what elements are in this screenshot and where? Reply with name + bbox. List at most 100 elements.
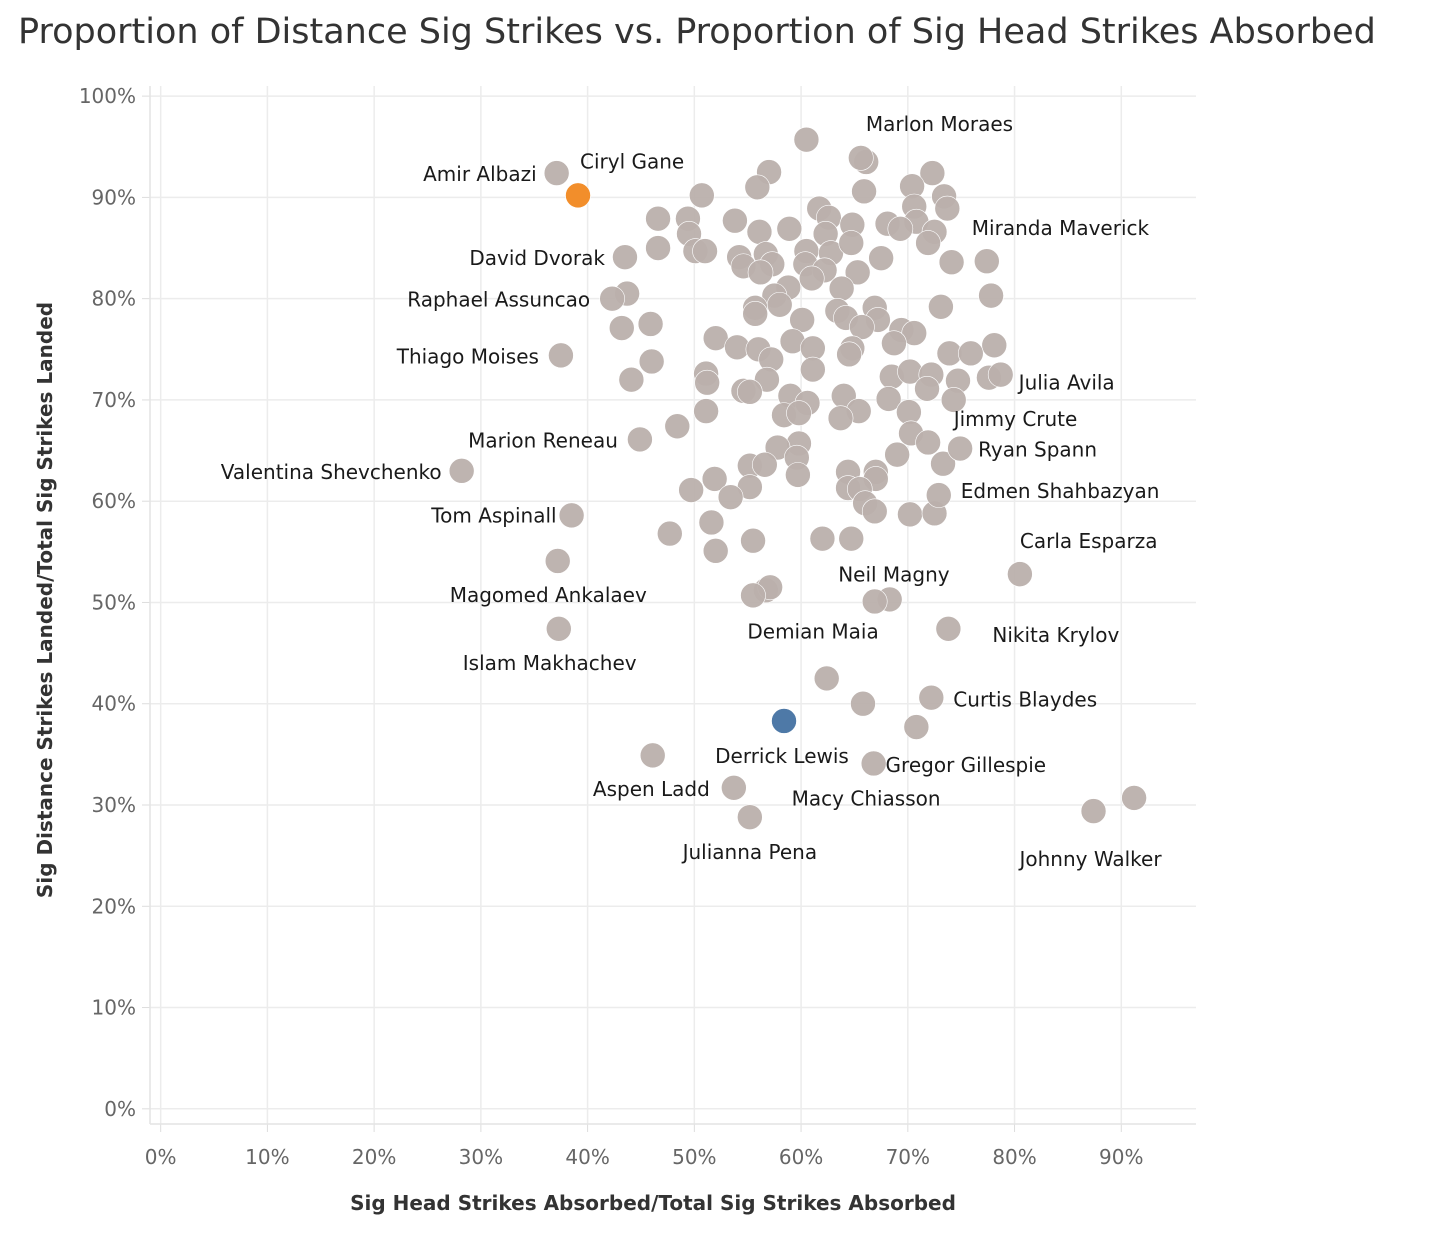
y-tick-label: 60%: [92, 489, 136, 513]
data-point: [827, 405, 854, 431]
x-tick-label: 50%: [672, 1145, 716, 1169]
x-tick-label: 30%: [459, 1145, 503, 1169]
y-tick-label: 70%: [92, 388, 136, 412]
highlighted-data-point: [771, 708, 797, 734]
data-point: [747, 259, 774, 286]
x-tick-label: 90%: [1099, 1145, 1143, 1169]
data-point: [981, 332, 1008, 359]
point-label: David Dvorak: [469, 246, 605, 270]
point-label: Nikita Krylov: [992, 623, 1119, 647]
data-point: [742, 301, 768, 327]
data-point: [849, 314, 875, 340]
point-label: Ryan Spann: [978, 438, 1097, 462]
point-layer: [448, 126, 1147, 830]
data-point: [656, 520, 683, 547]
data-point: [543, 160, 570, 186]
data-point: [809, 525, 836, 552]
data-point: [1080, 798, 1107, 824]
data-point: [836, 341, 862, 368]
data-point: [947, 435, 973, 462]
data-point: [664, 413, 691, 440]
x-axis-title: Sig Head Strikes Absorbed/Total Sig Stri…: [350, 1191, 956, 1215]
y-axis-title: Sig Distance Strikes Landed/Total Sig St…: [33, 302, 57, 898]
data-point: [722, 207, 748, 234]
highlighted-data-point: [565, 182, 591, 209]
data-point: [868, 245, 894, 271]
y-tick-label: 40%: [92, 692, 136, 716]
point-label: Macy Chiasson: [792, 786, 941, 810]
data-point: [928, 293, 954, 320]
data-point: [1121, 785, 1147, 811]
data-point: [627, 426, 653, 453]
x-tick-label: 40%: [565, 1145, 609, 1169]
data-point: [692, 238, 718, 264]
x-tick-label: 70%: [886, 1145, 930, 1169]
y-tick-label: 20%: [92, 894, 136, 918]
data-point: [987, 361, 1014, 388]
data-point: [545, 615, 572, 642]
point-label: Julia Avila: [1017, 371, 1115, 395]
point-label: Edmen Shahbazyan: [961, 479, 1160, 503]
data-point: [793, 126, 820, 153]
tick-layer: 0% 10% 20% 30% 40% 50% 60% 70% 80% 90% 0% 10% 20% 30%…: [79, 84, 1144, 1169]
data-point: [746, 219, 773, 245]
chart-title: Proportion of Distance Sig Strikes vs. P…: [18, 12, 1376, 52]
data-point: [957, 340, 984, 367]
point-label: Marion Reneau: [468, 428, 618, 452]
data-point: [918, 684, 945, 711]
point-label: Curtis Blaydes: [953, 688, 1097, 712]
data-point: [938, 249, 965, 276]
data-point: [612, 244, 638, 270]
data-point: [914, 375, 940, 402]
data-point: [940, 387, 967, 413]
data-point: [851, 178, 877, 205]
data-point: [776, 215, 803, 242]
point-label: Thiago Moises: [396, 344, 539, 368]
y-tick-label: 30%: [92, 793, 136, 817]
data-point: [844, 259, 871, 286]
data-point: [875, 386, 902, 412]
y-tick-label: 10%: [92, 996, 136, 1020]
y-tick-label: 50%: [92, 590, 136, 614]
point-label: Ciryl Gane: [580, 149, 684, 173]
point-label: Carla Esparza: [1020, 529, 1158, 553]
point-label: Tom Aspinall: [430, 503, 556, 527]
point-label: Johnny Walker: [1018, 847, 1163, 871]
data-point: [544, 548, 571, 574]
data-point: [702, 538, 729, 564]
point-label: Amir Albazi: [423, 162, 537, 186]
x-tick-label: 10%: [245, 1145, 289, 1169]
data-point: [828, 275, 855, 302]
data-point: [548, 342, 574, 369]
point-label: Jimmy Crute: [952, 407, 1078, 431]
data-point: [717, 484, 744, 510]
data-point: [884, 441, 910, 468]
data-point: [694, 369, 720, 396]
point-label: Marlon Moraes: [866, 112, 1013, 136]
data-point: [850, 690, 876, 717]
x-tick-label: 20%: [352, 1145, 396, 1169]
data-point: [919, 160, 946, 186]
data-point: [897, 501, 923, 528]
y-tick-label: 90%: [92, 185, 136, 209]
data-point: [935, 615, 962, 642]
data-point: [693, 398, 719, 424]
y-tick-label: 80%: [92, 287, 136, 311]
point-label: Gregor Gillespie: [886, 753, 1047, 777]
data-point: [848, 145, 874, 171]
data-point: [737, 804, 763, 830]
data-point: [915, 429, 941, 456]
data-point: [639, 742, 666, 769]
data-point: [860, 750, 887, 777]
point-label: Magomed Ankalaev: [450, 583, 647, 607]
data-point: [915, 230, 941, 256]
data-point: [608, 315, 635, 341]
data-point: [887, 215, 914, 242]
data-point: [861, 498, 888, 525]
data-point: [978, 282, 1004, 309]
data-point: [740, 527, 766, 554]
data-point: [599, 285, 625, 312]
data-point: [973, 248, 1000, 274]
data-point: [701, 466, 728, 492]
